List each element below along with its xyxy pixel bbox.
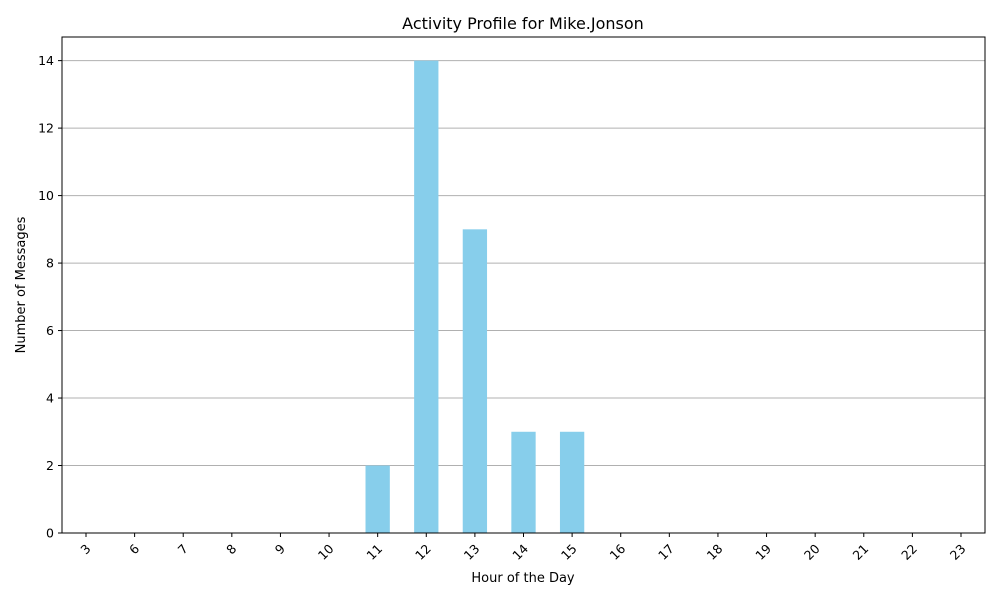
x-tick-label: 12 xyxy=(412,541,434,563)
x-tick-label: 7 xyxy=(175,541,191,557)
y-tick-label: 12 xyxy=(38,121,54,136)
x-tick-label: 21 xyxy=(850,541,872,563)
x-tick-label: 10 xyxy=(315,541,337,563)
bars xyxy=(365,60,585,533)
bar-hour-13 xyxy=(462,229,488,533)
x-tick-label: 6 xyxy=(126,541,142,557)
bar-hour-14 xyxy=(511,431,536,533)
x-tick-label: 3 xyxy=(77,541,93,557)
x-axis-label: Hour of the Day xyxy=(471,571,575,586)
x-tick-label: 20 xyxy=(801,541,823,563)
y-gridlines xyxy=(62,60,985,534)
bar-hour-11 xyxy=(365,465,390,533)
y-tick-label: 0 xyxy=(46,526,54,541)
y-tick-label: 2 xyxy=(46,458,54,473)
y-tick-label: 8 xyxy=(46,256,54,271)
x-tick-label: 18 xyxy=(704,541,726,563)
x-tick-label: 9 xyxy=(272,541,288,557)
x-tick-label: 22 xyxy=(898,541,920,563)
y-axis-label: Number of Messages xyxy=(14,216,29,353)
y-tick-label: 14 xyxy=(38,53,54,68)
x-tick-label: 17 xyxy=(655,541,677,563)
x-tick-label: 19 xyxy=(752,541,774,563)
y-tick-label: 6 xyxy=(46,323,54,338)
x-tick-label: 11 xyxy=(363,541,385,563)
x-axis-ticks: 3 6 7 8 9 10 11 12 13 14 15 16 17 18 19 20 21 22 23 xyxy=(77,533,969,563)
x-tick-label: 14 xyxy=(509,541,531,563)
x-tick-label: 15 xyxy=(558,541,580,563)
x-tick-label: 16 xyxy=(606,541,628,563)
y-tick-label: 10 xyxy=(38,188,54,203)
y-axis-ticks: 0 2 4 6 8 10 12 14 xyxy=(38,53,62,541)
y-tick-label: 4 xyxy=(46,391,54,406)
x-tick-label: 13 xyxy=(461,541,483,563)
bar-hour-12 xyxy=(414,60,439,533)
x-tick-label: 8 xyxy=(223,541,239,557)
chart-title: Activity Profile for Mike.Jonson xyxy=(402,14,644,33)
x-tick-label: 23 xyxy=(947,541,969,563)
bar-hour-15 xyxy=(559,431,585,533)
